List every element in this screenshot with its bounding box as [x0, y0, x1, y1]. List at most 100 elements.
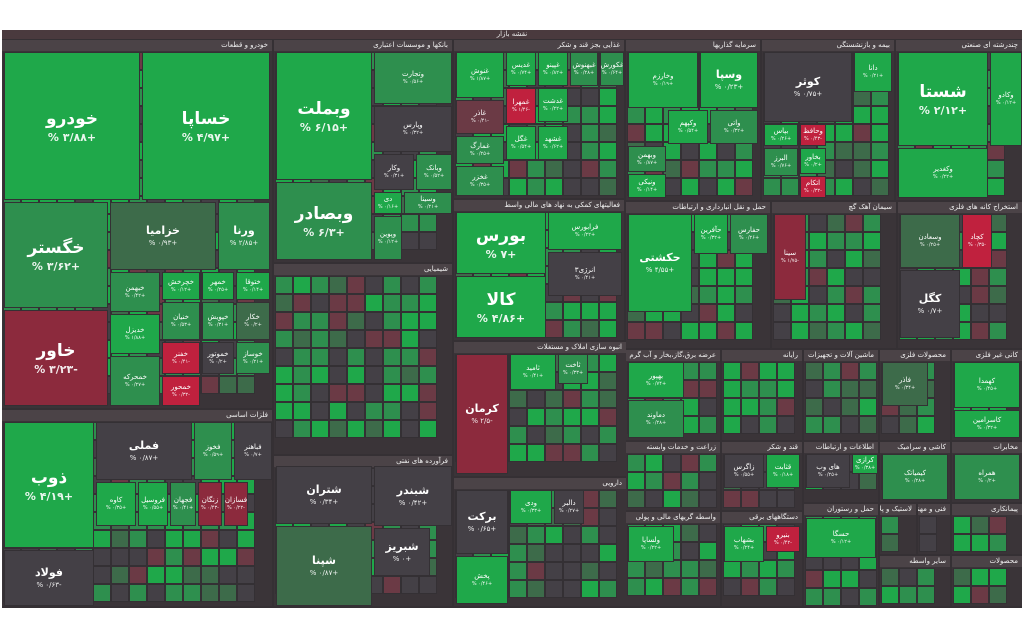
- stock-tile[interactable]: ختوقا +۰/۱۴ %: [236, 272, 270, 300]
- filler-cell[interactable]: [329, 330, 347, 348]
- filler-cell[interactable]: [219, 530, 237, 548]
- stock-tile[interactable]: خنیان +۰/۵۳ %: [162, 302, 200, 340]
- filler-cell[interactable]: [165, 530, 183, 548]
- filler-cell[interactable]: [989, 304, 1007, 322]
- stock-tile[interactable]: خدیزل +۱/۸۸ %: [110, 314, 160, 354]
- filler-cell[interactable]: [863, 268, 881, 286]
- filler-cell[interactable]: [881, 568, 899, 586]
- filler-cell[interactable]: [841, 398, 859, 416]
- filler-cell[interactable]: [527, 580, 545, 598]
- filler-cell[interactable]: [383, 330, 401, 348]
- filler-cell[interactable]: [509, 544, 527, 562]
- filler-cell[interactable]: [773, 304, 791, 322]
- filler-cell[interactable]: [809, 304, 827, 322]
- filler-cell[interactable]: [777, 380, 795, 398]
- filler-cell[interactable]: [835, 160, 853, 178]
- filler-cell[interactable]: [645, 322, 663, 340]
- filler-cell[interactable]: [237, 566, 255, 584]
- filler-cell[interactable]: [717, 268, 735, 286]
- stock-tile[interactable]: پخش +۰/۴۶ %: [456, 556, 508, 604]
- filler-cell[interactable]: [419, 366, 437, 384]
- filler-cell[interactable]: [599, 320, 617, 338]
- filler-cell[interactable]: [201, 566, 219, 584]
- stock-tile[interactable]: ولساپا +۰/۲۲ %: [628, 526, 674, 562]
- filler-cell[interactable]: [717, 178, 735, 196]
- filler-cell[interactable]: [823, 398, 841, 416]
- filler-cell[interactable]: [527, 408, 545, 426]
- filler-cell[interactable]: [275, 366, 293, 384]
- filler-cell[interactable]: [311, 384, 329, 402]
- stock-tile[interactable]: بشهاب +۰/۲۴ %: [724, 526, 764, 562]
- filler-cell[interactable]: [627, 322, 645, 340]
- filler-cell[interactable]: [989, 286, 1007, 304]
- stock-tile[interactable]: دالبر +۰/۲۷ %: [554, 490, 584, 524]
- filler-cell[interactable]: [293, 420, 311, 438]
- filler-cell[interactable]: [545, 390, 563, 408]
- filler-cell[interactable]: [645, 490, 663, 508]
- filler-cell[interactable]: [735, 268, 753, 286]
- filler-cell[interactable]: [663, 490, 681, 508]
- filler-cell[interactable]: [717, 160, 735, 178]
- filler-cell[interactable]: [845, 322, 863, 340]
- filler-cell[interactable]: [859, 362, 877, 380]
- stock-tile[interactable]: اتکام -۰/۳۲ %: [800, 176, 826, 198]
- filler-cell[interactable]: [111, 584, 129, 602]
- filler-cell[interactable]: [699, 416, 717, 434]
- filler-cell[interactable]: [545, 562, 563, 580]
- filler-cell[interactable]: [971, 304, 989, 322]
- filler-cell[interactable]: [365, 420, 383, 438]
- filler-cell[interactable]: [699, 142, 717, 160]
- stock-tile[interactable]: کگل +۰/۷ %: [900, 270, 960, 338]
- filler-cell[interactable]: [971, 268, 989, 286]
- filler-cell[interactable]: [663, 322, 681, 340]
- filler-cell[interactable]: [599, 354, 617, 372]
- stock-tile[interactable]: برکت +۰/۶۵ %: [456, 490, 508, 554]
- filler-cell[interactable]: [599, 88, 617, 106]
- filler-cell[interactable]: [827, 304, 845, 322]
- filler-cell[interactable]: [699, 578, 717, 596]
- filler-cell[interactable]: [723, 398, 741, 416]
- filler-cell[interactable]: [599, 444, 617, 462]
- filler-cell[interactable]: [563, 544, 581, 562]
- filler-cell[interactable]: [871, 160, 889, 178]
- filler-cell[interactable]: [989, 568, 1007, 586]
- filler-cell[interactable]: [723, 416, 741, 434]
- filler-cell[interactable]: [627, 490, 645, 508]
- filler-cell[interactable]: [111, 548, 129, 566]
- stock-tile[interactable]: وتجارت +۰/۵۶ %: [374, 52, 452, 104]
- stock-tile[interactable]: کچاد -۰/۳۵ %: [962, 214, 992, 268]
- filler-cell[interactable]: [717, 322, 735, 340]
- filler-cell[interactable]: [509, 426, 527, 444]
- filler-cell[interactable]: [545, 320, 563, 338]
- stock-tile[interactable]: های وب +۰/۲۵ %: [806, 454, 850, 488]
- stock-tile[interactable]: شبندر +۰/۴۲ %: [374, 466, 452, 526]
- stock-tile[interactable]: کرمان -۲/۵ %: [456, 354, 508, 474]
- filler-cell[interactable]: [971, 322, 989, 340]
- filler-cell[interactable]: [627, 106, 645, 124]
- filler-cell[interactable]: [989, 322, 1007, 340]
- filler-cell[interactable]: [275, 348, 293, 366]
- filler-cell[interactable]: [545, 544, 563, 562]
- filler-cell[interactable]: [183, 584, 201, 602]
- stock-tile[interactable]: بهپور +۰/۷۴ %: [628, 362, 684, 398]
- filler-cell[interactable]: [805, 416, 823, 434]
- filler-cell[interactable]: [841, 416, 859, 434]
- filler-cell[interactable]: [699, 160, 717, 178]
- filler-cell[interactable]: [563, 302, 581, 320]
- filler-cell[interactable]: [581, 526, 599, 544]
- filler-cell[interactable]: [581, 142, 599, 160]
- stock-tile[interactable]: انرژی۳ +۰/۴۱ %: [548, 252, 622, 296]
- filler-cell[interactable]: [859, 472, 877, 490]
- filler-cell[interactable]: [129, 584, 147, 602]
- filler-cell[interactable]: [987, 160, 1005, 178]
- filler-cell[interactable]: [527, 390, 545, 408]
- filler-cell[interactable]: [581, 124, 599, 142]
- filler-cell[interactable]: [845, 304, 863, 322]
- filler-cell[interactable]: [681, 524, 699, 542]
- stock-tile[interactable]: خفنر -۰/۴۱ %: [162, 342, 200, 374]
- filler-cell[interactable]: [599, 142, 617, 160]
- filler-cell[interactable]: [599, 160, 617, 178]
- filler-cell[interactable]: [723, 380, 741, 398]
- filler-cell[interactable]: [917, 416, 935, 434]
- filler-cell[interactable]: [347, 384, 365, 402]
